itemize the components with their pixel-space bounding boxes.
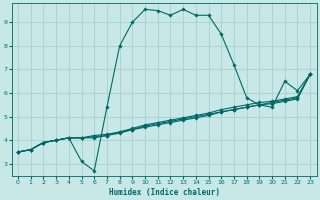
X-axis label: Humidex (Indice chaleur): Humidex (Indice chaleur): [108, 188, 220, 197]
